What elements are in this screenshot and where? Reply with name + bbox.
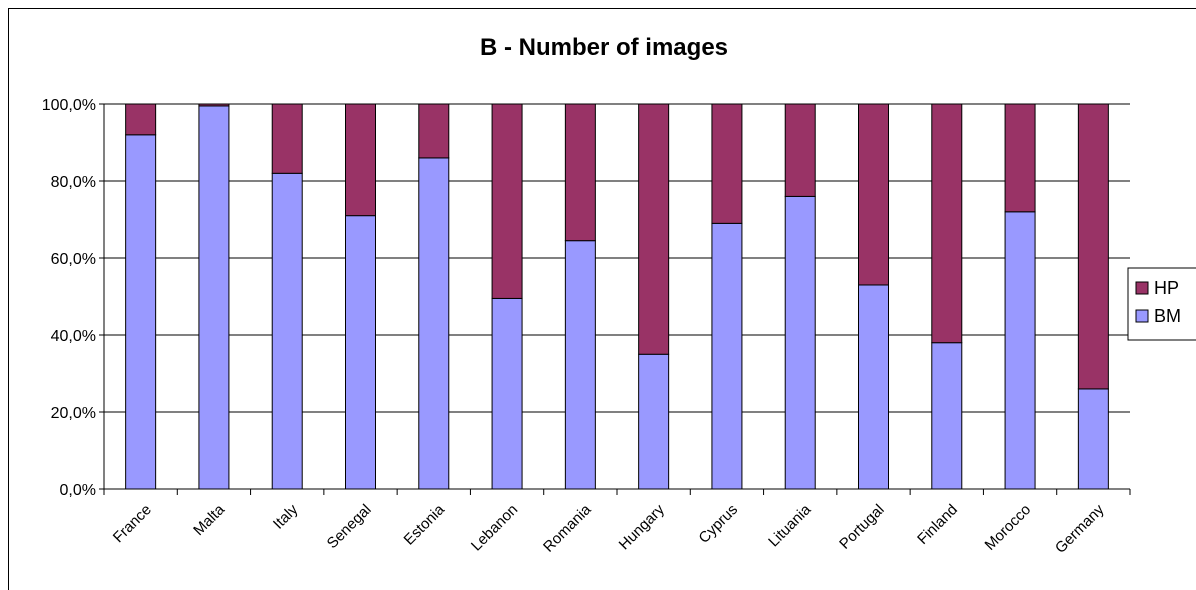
- bar-bm-estonia: [418, 157, 450, 490]
- legend-label-bm: BM: [1154, 306, 1181, 326]
- bar-hp-finland: [931, 103, 963, 344]
- bar-bm-lebanon: [491, 297, 523, 490]
- x-tick-label: Lebanon: [468, 501, 521, 554]
- x-tick-label: Lituania: [765, 501, 815, 551]
- y-tick-label: 100,0%: [42, 97, 96, 114]
- bar-hp-france: [125, 103, 157, 136]
- x-tick-label: Romania: [540, 501, 595, 556]
- x-tick-label: Italy: [270, 501, 302, 533]
- y-tick-label: 80,0%: [51, 174, 96, 191]
- bar-bm-germany: [1077, 388, 1109, 490]
- bar-hp-germany: [1077, 103, 1109, 390]
- bar-bm-france: [125, 134, 157, 490]
- bar-bm-cyprus: [711, 222, 743, 490]
- bar-hp-portugal: [858, 103, 889, 286]
- x-tick-label: Cyprus: [695, 501, 741, 547]
- x-tick-label: Finland: [914, 501, 961, 548]
- legend-box: [1127, 267, 1196, 341]
- y-tick-label: 40,0%: [51, 328, 96, 345]
- bar-bm-finland: [931, 342, 963, 490]
- bar-hp-hungary: [638, 103, 670, 355]
- bar-bm-italy: [271, 172, 303, 490]
- x-tick-label: Senegal: [324, 501, 375, 552]
- bar-bm-malta: [198, 105, 230, 490]
- bar-hp-morocco: [1004, 103, 1036, 213]
- bar-bm-portugal: [858, 284, 889, 490]
- bar-bm-senegal: [345, 215, 376, 490]
- bar-hp-lituania: [784, 103, 816, 197]
- bar-hp-romania: [564, 103, 596, 242]
- legend-label-hp: HP: [1154, 278, 1179, 298]
- x-tick-label: Morocco: [982, 501, 1035, 554]
- bar-hp-estonia: [418, 103, 450, 159]
- bar-hp-lebanon: [491, 103, 523, 299]
- y-tick-label: 20,0%: [51, 405, 96, 422]
- y-tick-label: 0,0%: [60, 482, 96, 499]
- legend-swatch-hp: [1135, 281, 1149, 295]
- bar-hp-malta: [198, 103, 230, 107]
- bar-bm-morocco: [1004, 211, 1036, 490]
- x-tick-label: Germany: [1052, 501, 1108, 557]
- x-tick-label: Portugal: [836, 501, 888, 553]
- bar-bm-hungary: [638, 353, 670, 490]
- chart-title: B - Number of images: [479, 34, 729, 61]
- bar-bm-lituania: [784, 195, 816, 490]
- x-tick-label: Malta: [190, 501, 228, 539]
- x-tick-label: Hungary: [616, 501, 668, 553]
- bar-hp-cyprus: [711, 103, 743, 224]
- x-tick-label: France: [110, 501, 155, 546]
- bar-hp-senegal: [345, 103, 376, 217]
- legend-swatch-bm: [1135, 309, 1149, 323]
- chart-frame: [8, 8, 1196, 590]
- bar-bm-romania: [564, 240, 596, 490]
- x-tick-label: Estonia: [401, 501, 449, 549]
- bar-hp-italy: [271, 103, 303, 174]
- y-tick-label: 60,0%: [51, 251, 96, 268]
